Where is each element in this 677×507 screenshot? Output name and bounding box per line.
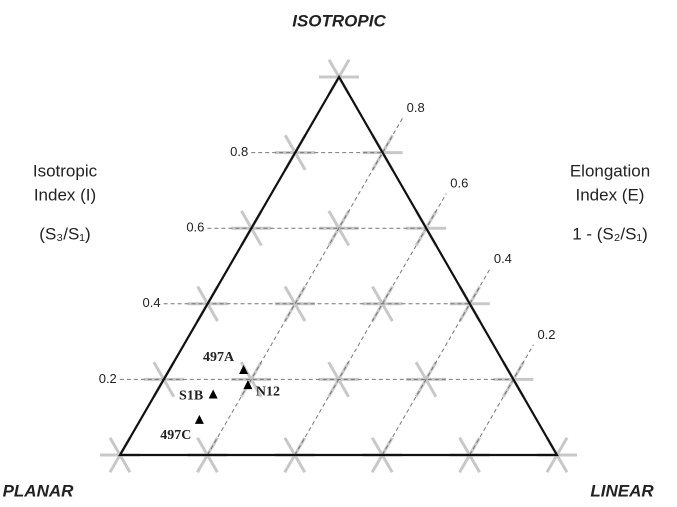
point <box>208 389 218 399</box>
grid: 0.2 0.4 0.6 0.8 0.2 0.4 0.6 0.8 <box>99 100 556 456</box>
right-axis-label: Elongation <box>570 161 650 180</box>
point-label: 497C <box>160 428 191 443</box>
e-grid-line <box>294 193 447 456</box>
e-grid-line <box>469 344 534 456</box>
right-axis-label: Index (E) <box>576 185 645 204</box>
apex-top: ISOTROPIC <box>292 11 386 30</box>
i-tick-label: 0.8 <box>230 144 248 159</box>
triangle <box>118 74 559 457</box>
point <box>243 380 253 390</box>
e-tick-label: 0.8 <box>407 100 425 115</box>
right-axis-formula: 1 - (S₂/S₁) <box>572 224 648 243</box>
i-tick-label: 0.6 <box>186 220 204 235</box>
left-axis-label: Isotropic <box>33 161 98 180</box>
e-tick-label: 0.6 <box>450 176 468 191</box>
left-axis-formula: (S₃/S₁) <box>39 224 90 243</box>
apex-left: PLANAR <box>3 481 75 500</box>
grid-node <box>283 285 307 322</box>
point <box>194 414 204 424</box>
apex-right: LINEAR <box>590 481 654 500</box>
e-tick-label: 0.2 <box>537 327 555 342</box>
i-tick-label: 0.2 <box>99 371 117 386</box>
point-label: S1B <box>179 389 203 404</box>
e-grid-line <box>381 268 491 456</box>
left-axis-label: Index (I) <box>34 185 96 204</box>
points: 497A N12 S1B 497C <box>160 350 280 443</box>
i-tick-label: 0.4 <box>143 295 161 310</box>
e-tick-label: 0.4 <box>494 251 512 266</box>
point <box>239 364 249 374</box>
point-label: 497A <box>203 350 235 365</box>
e-grid-line <box>206 117 404 456</box>
point-label: N12 <box>256 384 280 399</box>
